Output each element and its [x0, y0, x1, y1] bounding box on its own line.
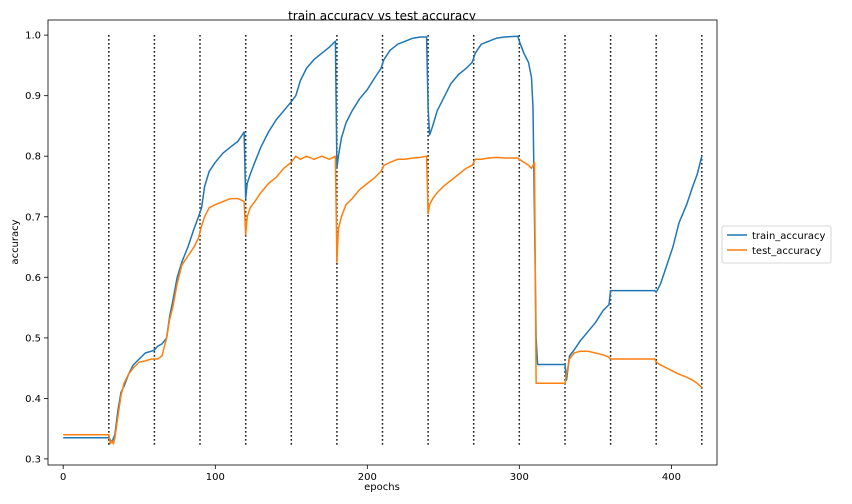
- x-tick-label: 300: [510, 472, 529, 483]
- x-tick-label: 200: [358, 472, 377, 483]
- y-tick-label: 0.6: [25, 273, 41, 284]
- legend: train_accuracy test_accuracy: [721, 225, 832, 264]
- y-tick-label: 0.9: [25, 91, 41, 102]
- chart-title: train accuracy vs test accuracy: [288, 9, 476, 23]
- y-tick-label: 1.0: [25, 31, 41, 42]
- legend-label-train: train_accuracy: [752, 231, 825, 242]
- series-line-test-accuracy: [63, 155, 703, 445]
- plot-frame: [47, 19, 718, 466]
- y-tick-label: 0.3: [25, 454, 41, 465]
- x-axis: 0 100 200 300 400: [60, 465, 681, 483]
- legend-label-test: test_accuracy: [752, 246, 821, 257]
- x-tick-label: 400: [662, 472, 681, 483]
- series-layer: [63, 35, 703, 445]
- vlines-layer: [108, 35, 703, 447]
- y-axis: 0.3 0.4 0.5 0.6 0.7 0.8 0.9 1.0: [25, 31, 48, 465]
- plot-area: [47, 19, 718, 466]
- plot-background: [48, 20, 717, 465]
- legend-box: [721, 225, 832, 264]
- x-tick-label: 0: [60, 472, 66, 483]
- y-axis-label: accuracy: [10, 219, 21, 264]
- x-axis-label: epochs: [364, 482, 400, 493]
- y-tick-label: 0.4: [25, 394, 41, 405]
- y-tick-label: 0.8: [25, 152, 41, 163]
- y-tick-label: 0.7: [25, 212, 41, 223]
- x-tick-label: 100: [206, 472, 225, 483]
- y-tick-label: 0.5: [25, 333, 41, 344]
